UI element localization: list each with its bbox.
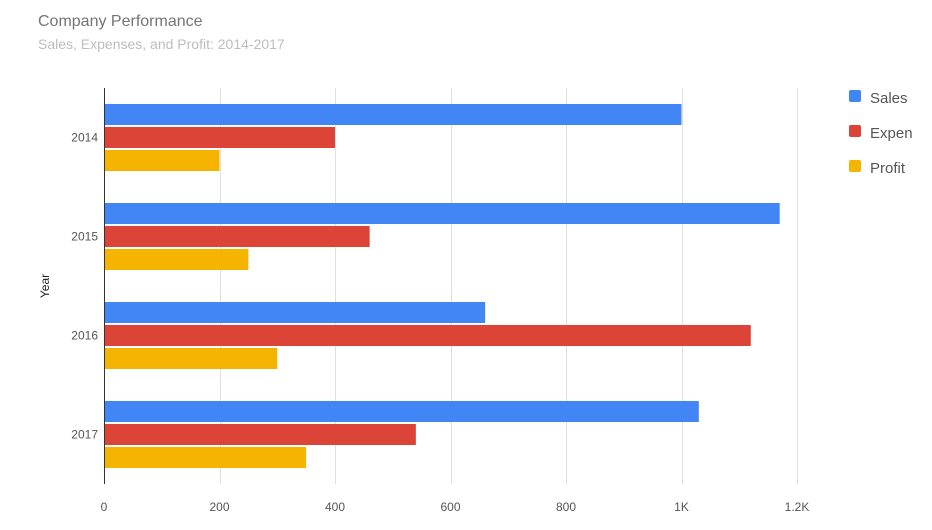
legend-label-profit: Profit	[870, 160, 906, 177]
legend-label-sales: Sales	[870, 90, 908, 107]
bar-profit-2017[interactable]	[104, 447, 307, 468]
legend-swatch-sales	[849, 90, 861, 102]
bar-series	[104, 104, 780, 468]
bar-expen-2016[interactable]	[104, 325, 751, 346]
x-tick-label: 0	[101, 500, 108, 514]
x-tick-label: 400	[325, 500, 345, 514]
legend: Sales Expen Profit	[849, 90, 913, 177]
y-axis-ticks: 2014 2015 2016 2017	[71, 131, 98, 442]
x-axis-ticks: 0 200 400 600 800 1K 1.2K	[101, 500, 810, 514]
x-tick-label: 1K	[674, 500, 689, 514]
bar-sales-2016[interactable]	[104, 302, 486, 323]
y-tick-label: 2016	[71, 329, 98, 343]
legend-swatch-expen	[849, 125, 861, 137]
bar-expen-2017[interactable]	[104, 424, 416, 445]
bar-sales-2014[interactable]	[104, 104, 682, 125]
bar-expen-2014[interactable]	[104, 127, 335, 148]
bar-profit-2015[interactable]	[104, 249, 249, 270]
bar-sales-2015[interactable]	[104, 203, 780, 224]
y-axis-title: Year	[38, 274, 52, 298]
y-tick-label: 2015	[71, 230, 98, 244]
y-tick-label: 2017	[71, 428, 98, 442]
x-tick-label: 200	[209, 500, 229, 514]
x-tick-label: 800	[556, 500, 576, 514]
x-tick-label: 1.2K	[785, 500, 810, 514]
bar-sales-2017[interactable]	[104, 401, 699, 422]
chart-title: Company Performance	[38, 13, 203, 30]
chart-subtitle: Sales, Expenses, and Profit: 2014-2017	[38, 36, 285, 52]
legend-swatch-profit	[849, 160, 861, 172]
bar-profit-2016[interactable]	[104, 348, 278, 369]
bar-expen-2015[interactable]	[104, 226, 370, 247]
bar-profit-2014[interactable]	[104, 150, 220, 171]
legend-label-expen: Expen	[870, 125, 913, 142]
y-tick-label: 2014	[71, 131, 98, 145]
x-tick-label: 600	[440, 500, 460, 514]
